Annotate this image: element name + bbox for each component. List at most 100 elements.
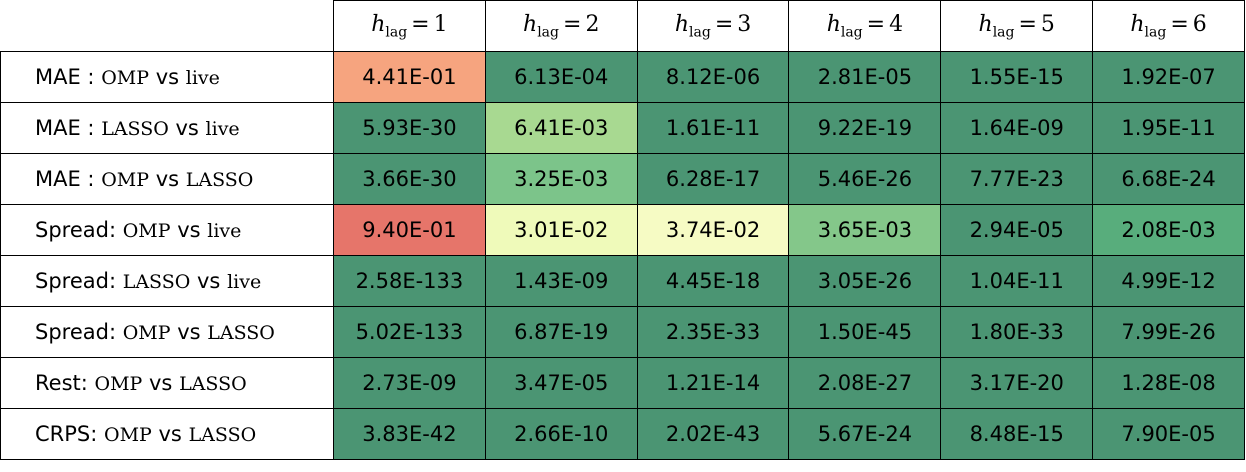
header-value: 2 [585, 11, 600, 37]
value-cell: 6.68E-24 [1092, 153, 1245, 205]
row-label-part: vs [149, 65, 186, 89]
value-cell: 2.58E-133 [333, 255, 486, 307]
row-label: Spread: OMP vs LASSO [0, 306, 334, 358]
header-relation: = [1018, 11, 1037, 37]
row-label-part: OMP [94, 373, 143, 395]
value-cell: 4.99E-12 [1092, 255, 1245, 307]
row-label-part: vs [190, 269, 228, 293]
value-cell: 1.04E-11 [940, 255, 1094, 307]
row-label-part: OMP [101, 169, 150, 191]
value-cell: 9.22E-19 [788, 102, 942, 154]
row-label-part: OMP [104, 424, 152, 446]
results-table: hlag = 1 hlag = 2 hlag = 3 hlag = 4 hlag = 5 hlag = 6 MAE… [0, 0, 1245, 460]
header-value: 4 [889, 11, 904, 37]
row-label-part: live [185, 67, 220, 89]
value-cell: 6.28E-17 [636, 153, 790, 205]
header-subscript: lag [840, 24, 863, 41]
row-label-part: LASSO [207, 322, 275, 344]
table-body: MAE : OMP vs live 4.41E-01 6.13E-04 8.12E-0… [0, 51, 1245, 460]
row-label: MAE : OMP vs LASSO [0, 153, 334, 205]
value-cell: 5.93E-30 [333, 102, 486, 154]
row-label: Spread: OMP vs live [0, 204, 334, 256]
table-row: Rest: OMP vs LASSO 2.73E-09 3.47E-05 1.21E-… [0, 357, 1245, 409]
row-label-part: live [227, 271, 262, 293]
header-symbol: h [826, 11, 841, 37]
value-cell: 2.73E-09 [333, 357, 486, 409]
row-label: MAE : OMP vs live [0, 51, 334, 103]
value-cell: 5.02E-133 [333, 306, 486, 358]
row-label-part: vs [151, 422, 189, 446]
value-cell: 2.66E-10 [484, 408, 638, 460]
row-label-part: LASSO [122, 271, 191, 293]
header-subscript: lag [1144, 24, 1167, 41]
row-label-part: LASSO [101, 118, 169, 140]
row-label-part: Rest: [35, 371, 95, 395]
row-label-part: live [207, 220, 242, 242]
value-cell: 1.50E-45 [788, 306, 942, 358]
value-cell: 9.40E-01 [333, 204, 486, 256]
table-row: MAE : LASSO vs live 5.93E-30 6.41E-03 1.61E… [0, 102, 1245, 154]
column-header: hlag = 2 [484, 0, 638, 52]
column-header: hlag = 1 [333, 0, 486, 52]
value-cell: 1.92E-07 [1092, 51, 1245, 103]
value-cell: 2.81E-05 [788, 51, 942, 103]
value-cell: 7.99E-26 [1092, 306, 1245, 358]
header-symbol: h [978, 11, 993, 37]
value-cell: 2.35E-33 [636, 306, 790, 358]
header-row: hlag = 1 hlag = 2 hlag = 3 hlag = 4 hlag = 5 hlag = 6 [0, 0, 1245, 52]
header-value: 1 [433, 11, 448, 37]
value-cell: 1.64E-09 [940, 102, 1094, 154]
value-cell: 6.41E-03 [484, 102, 638, 154]
value-cell: 7.77E-23 [940, 153, 1094, 205]
header-symbol: h [674, 11, 690, 37]
value-cell: 3.47E-05 [484, 357, 638, 409]
value-cell: 7.90E-05 [1092, 408, 1245, 460]
value-cell: 1.80E-33 [940, 306, 1094, 358]
column-header: hlag = 6 [1092, 0, 1245, 52]
row-label-part: MAE : [35, 65, 102, 89]
row-label-part: LASSO [188, 424, 257, 446]
row-label-part: Spread: [35, 269, 123, 293]
value-cell: 5.67E-24 [788, 408, 942, 460]
value-cell: 6.87E-19 [484, 306, 638, 358]
row-label-part: OMP [122, 220, 171, 242]
row-label-part: vs [170, 218, 208, 242]
table-row: Spread: LASSO vs live 2.58E-133 1.43E-09 4.… [0, 255, 1245, 307]
value-cell: 2.02E-43 [636, 408, 790, 460]
value-cell: 4.45E-18 [636, 255, 790, 307]
value-cell: 3.17E-20 [940, 357, 1094, 409]
value-cell: 8.48E-15 [940, 408, 1094, 460]
table-row: Spread: OMP vs LASSO 5.02E-133 6.87E-19 2.3… [0, 306, 1245, 358]
row-label: CRPS: OMP vs LASSO [0, 408, 334, 460]
row-label-part: OMP [101, 67, 150, 89]
header-symbol: h [523, 11, 538, 37]
header-value: 6 [1192, 11, 1207, 37]
row-label-part: MAE : [35, 167, 102, 191]
header-subscript: lag [537, 24, 559, 41]
column-header: hlag = 4 [788, 0, 942, 52]
table-row: MAE : OMP vs live 4.41E-01 6.13E-04 8.12E-0… [0, 51, 1245, 103]
value-cell: 1.55E-15 [940, 51, 1094, 103]
value-cell: 3.74E-02 [636, 204, 790, 256]
value-cell: 3.65E-03 [788, 204, 942, 256]
header-subscript: lag [689, 24, 711, 41]
row-label-part: OMP [122, 322, 171, 344]
row-label: MAE : LASSO vs live [0, 102, 334, 154]
column-header: hlag = 5 [940, 0, 1094, 52]
table-row: CRPS: OMP vs LASSO 3.83E-42 2.66E-10 2.02E-… [0, 408, 1245, 460]
row-label-part: vs [142, 371, 180, 395]
row-label-part: live [205, 118, 240, 140]
header-subscript: lag [385, 24, 408, 41]
row-label-part: vs [149, 167, 186, 191]
header-value: 5 [1040, 11, 1055, 37]
header-symbol: h [371, 11, 386, 37]
value-cell: 1.61E-11 [636, 102, 790, 154]
table-row: Spread: OMP vs live 9.40E-01 3.01E-02 3.74E… [0, 204, 1245, 256]
value-cell: 1.43E-09 [484, 255, 638, 307]
value-cell: 1.28E-08 [1092, 357, 1245, 409]
header-value: 3 [737, 11, 752, 37]
value-cell: 3.01E-02 [484, 204, 638, 256]
value-cell: 3.05E-26 [788, 255, 942, 307]
header-relation: = [866, 11, 886, 37]
